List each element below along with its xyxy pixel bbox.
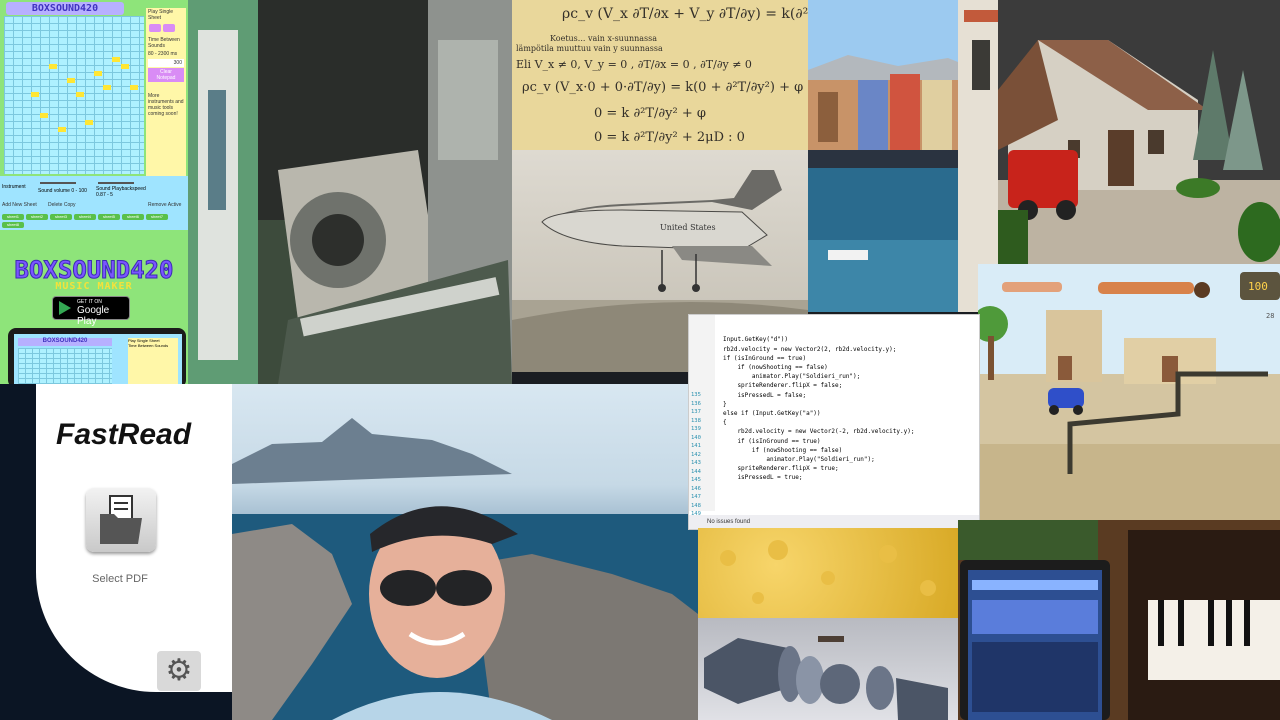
fastread-title: FastRead [56,418,192,451]
instrument-label: Instrument [2,184,26,190]
cad-parts-render [698,618,958,720]
selfie-drawing [232,418,698,720]
game-drawing: 100 28 [978,264,1280,520]
boxsound-title: BOXSOUND420 [6,2,124,15]
note[interactable] [67,78,75,83]
sheet-tab[interactable]: sheet1 [2,214,24,220]
remove-active-button[interactable]: Remove Active [148,202,182,208]
lathe-drawing [188,0,512,384]
select-pdf-label: Select PDF [92,573,148,585]
code-editor-screenshot: 135 136 137 138 139 140 141 142 143 144 145 146 147 1… [688,314,980,530]
phone-title: BOXSOUND420 [18,338,112,346]
phone-sidepanel: Play Single Sheet Time Between Sounds [128,338,178,384]
play-single-label: Play Single Sheet [148,9,174,21]
note[interactable] [58,127,66,132]
boxsound-subtitle: MUSIC MAKER [55,281,133,292]
equation-2: Eli V_x ≠ 0, V_y = 0 , ∂T/∂x = 0 , ∂T/∂y… [516,58,752,71]
phone-mockup: BOXSOUND420 Play Single Sheet Time Betwe… [8,328,186,384]
boxsound-controls: Instrument Sound volume 0 - 100 Sound Pl… [0,176,188,230]
note[interactable] [76,92,84,97]
harbor-drawing [808,0,998,312]
note[interactable] [49,64,57,69]
note-2: lämpötila muuttuu vain y suunnassa [516,44,663,53]
bubbles-photo [698,528,958,620]
line-numbers: 135 136 137 138 139 140 141 142 143 144 145 146 147 1… [691,392,701,517]
sheet-tab[interactable]: sheet3 [50,214,72,220]
select-pdf-button[interactable] [86,488,156,552]
bubbles-drawing [720,540,936,604]
time-between-label: Time Between Sounds [148,37,180,49]
tempo-input[interactable]: 300 [148,59,184,67]
boxsound-logo: BOXSOUND420 [14,256,174,285]
phone-screen: BOXSOUND420 Play Single Sheet Time Betwe… [14,334,182,384]
google-play-badge[interactable]: GET IT ON Google Play [52,296,130,327]
sheet-tab[interactable]: sheet4 [74,214,96,220]
note[interactable] [121,64,129,69]
sheet-tab[interactable]: sheet7 [146,214,168,220]
selfie-photo [232,384,698,720]
equation-5: 0 = k ∂²T/∂y² + 2μD : 0 [594,130,745,145]
folder-icon [100,495,142,544]
equation-4: 0 = k ∂²T/∂y² + φ [594,106,706,121]
tempo-range: 80 - 2300 ms [148,51,178,57]
note[interactable] [103,85,111,90]
line-number-gutter: 135 136 137 138 139 140 141 142 143 144 145 146 147 1… [689,315,715,517]
sheet-tab[interactable]: sheet6 [122,214,144,220]
parts-drawing [704,636,948,720]
house-drawing [998,0,1280,264]
speed-label: Sound Playbackspeed 0.87 - 5 [96,186,146,198]
editor-status-bar: No issues found [689,515,979,529]
shuttle-label: United States [660,223,716,232]
boxsound-sidepanel: Play Single Sheet Time Between Sounds 80… [146,8,186,176]
pause-button[interactable] [163,24,175,32]
score-display: 100 [1248,280,1268,293]
note[interactable] [130,85,138,90]
tablet-music-photo [958,520,1280,720]
platformer-game-screenshot: 100 28 [978,264,1280,520]
sheet-tab[interactable]: sheet2 [26,214,48,220]
handwritten-equations: ρc_v (V_x ∂T/∂x + V_y ∂T/∂y) = k(∂²T/∂x²… [512,0,808,160]
play-button[interactable] [149,24,161,32]
tablet-drawing [958,520,1280,720]
more-instruments-text: More instruments and music tools coming … [148,93,184,117]
google-play-small: GET IT ON [77,299,102,305]
sheet-tab[interactable]: sheet5 [98,214,120,220]
volume-label: Sound volume 0 - 100 [38,188,87,194]
note[interactable] [94,71,102,76]
add-sheet-button[interactable]: Add New Sheet [2,202,37,208]
note[interactable] [85,120,93,125]
3d-house-render [998,0,1280,264]
speed-slider[interactable] [98,182,134,184]
google-play-big: Google Play [77,305,110,327]
phone-play-label: Play Single Sheet [128,338,160,343]
lathe-photo [188,0,512,384]
harbor-photo [808,0,998,312]
volume-slider[interactable] [40,182,76,184]
boxsound-screenshot: BOXSOUND420 Play Single Sheet Time Betwe… [0,0,188,384]
note-1: Koetus... vain x-suunnassa [550,34,658,43]
google-play-icon [59,301,71,315]
note[interactable] [40,113,48,118]
note[interactable] [31,92,39,97]
equation-1: ρc_v (V_x ∂T/∂x + V_y ∂T/∂y) = k(∂²T/∂x²… [562,6,808,22]
delete-copy-button[interactable]: Delete Copy [48,202,76,208]
settings-gear-icon[interactable]: ⚙ [157,651,201,691]
equation-3: ρc_v (V_x·0 + 0·∂T/∂y) = k(0 + ∂²T/∂y²) … [522,80,804,95]
sheet-tab[interactable]: sheet8 [2,222,24,228]
note[interactable] [112,57,120,62]
clear-notepad-button[interactable]: Clear Notepad [148,68,184,82]
note-grid[interactable] [4,16,144,174]
score-small: 28 [1266,312,1274,320]
code-text[interactable]: Input.GetKey("d")) rb2d.velocity = new Ve… [723,336,915,482]
status-text: No issues found [707,519,751,525]
phone-time-label: Time Between Sounds [128,343,169,348]
phone-grid [18,348,112,384]
